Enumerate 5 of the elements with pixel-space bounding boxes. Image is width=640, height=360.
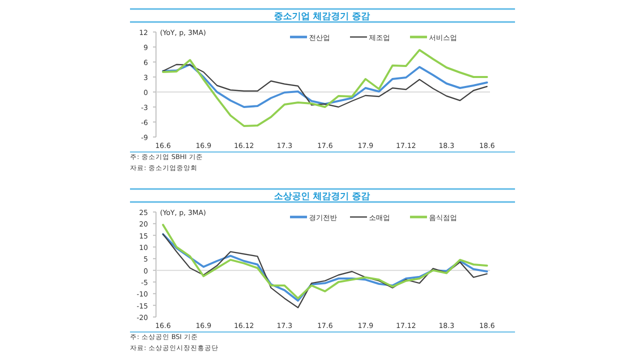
line-series	[162, 64, 488, 108]
line-series	[162, 224, 488, 300]
chart-title: 중소기업 체감경기 증감	[274, 12, 370, 22]
chart-title: 소상공인 체감경기 증감	[274, 192, 370, 202]
line-series	[162, 49, 488, 127]
